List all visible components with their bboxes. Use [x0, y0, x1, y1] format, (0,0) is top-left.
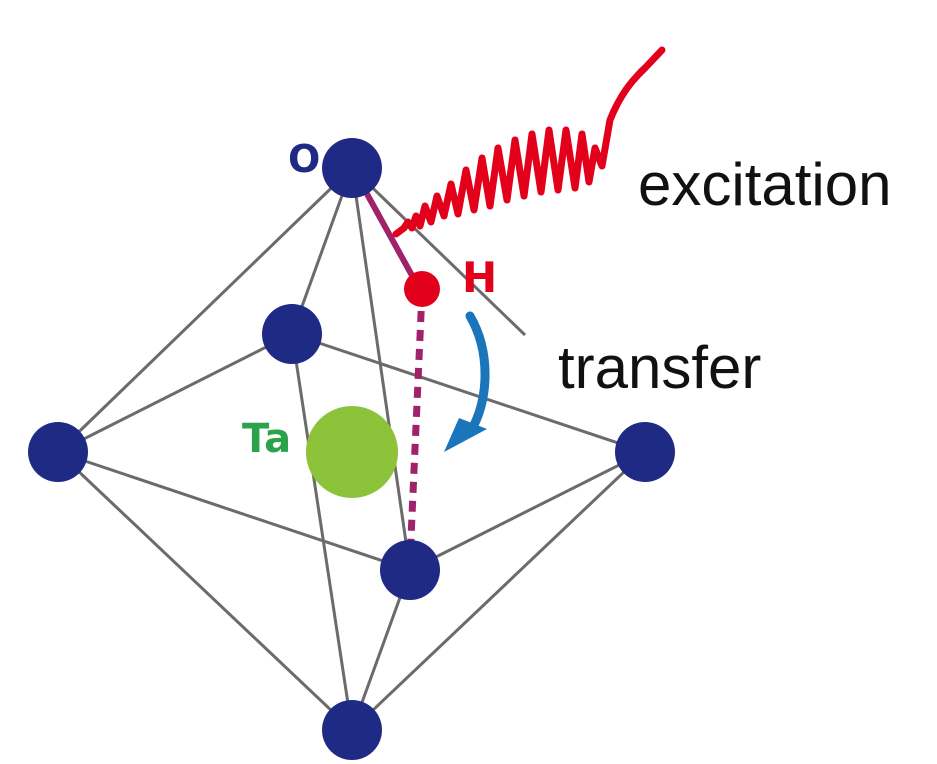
- transfer-label-background: [548, 328, 810, 414]
- edge: [57, 450, 411, 572]
- oxygen-atom-back: [262, 304, 322, 364]
- oxygen-atom-front: [380, 540, 440, 600]
- hydrogen-label: H: [462, 253, 497, 302]
- hydrogen-bond-dotted-line: [406, 291, 426, 561]
- oxygen-atom-top: [322, 138, 382, 198]
- tantalum-atom: [306, 406, 398, 498]
- curved-arrow-icon: [465, 311, 490, 437]
- oxygen-label: O: [288, 137, 320, 181]
- curved-arrow-head: [444, 418, 487, 452]
- oxygen-atom-left: [28, 422, 88, 482]
- oxygen-atoms: [28, 138, 675, 760]
- oxygen-atom-bottom: [322, 700, 382, 760]
- edge: [350, 166, 527, 337]
- edge: [56, 450, 354, 732]
- edge: [291, 332, 646, 454]
- edge: [409, 450, 646, 572]
- tantalum-label: Ta: [242, 416, 291, 462]
- edge: [290, 333, 354, 731]
- edge: [350, 450, 647, 732]
- transfer-label: transfer: [558, 334, 761, 401]
- wave-packet-icon: [392, 46, 666, 238]
- edge: [350, 167, 412, 571]
- edge: [56, 166, 354, 454]
- hydrogen-atom: [404, 271, 440, 307]
- oxygen-atom-right: [615, 422, 675, 482]
- edge: [57, 332, 293, 454]
- excitation-label: excitation: [638, 151, 891, 218]
